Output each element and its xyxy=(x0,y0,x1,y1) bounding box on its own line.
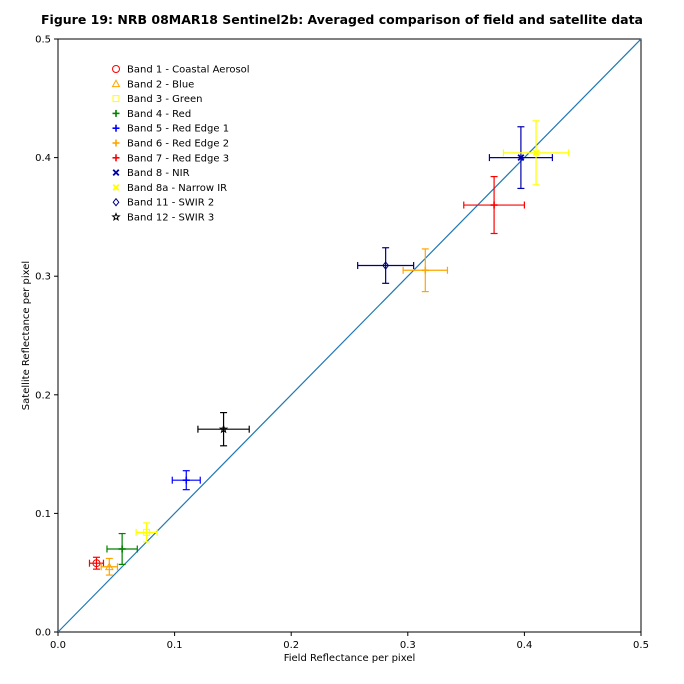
data-point-band-9 xyxy=(502,120,570,186)
chart-title: Figure 19: NRB 08MAR18 Sentinel2b: Avera… xyxy=(41,12,643,27)
x-tick-label: 0.4 xyxy=(516,640,532,651)
legend-item-band-10: Band 11 - SWIR 2 xyxy=(112,197,214,209)
y-tick-label: 0.5 xyxy=(35,35,51,46)
legend-label: Band 3 - Green xyxy=(127,94,202,105)
legend-item-band-2: Band 2 - Blue xyxy=(111,79,194,90)
legend-marker-circle-icon xyxy=(112,65,120,73)
x-axis-ticks: 0.0 0.1 0.2 0.3 0.4 0.5 xyxy=(50,632,649,651)
legend-item-band-4: Band 4 - Red xyxy=(112,109,191,120)
y-tick-label: 0.1 xyxy=(35,509,51,520)
x-tick-label: 0.0 xyxy=(50,640,66,651)
data-point-band-4 xyxy=(106,532,138,565)
legend-marker-plus-icon xyxy=(112,124,120,132)
legend-label: Band 6 - Red Edge 2 xyxy=(127,139,229,150)
legend-label: Band 8 - NIR xyxy=(127,168,190,179)
data-point-band-10 xyxy=(357,247,415,284)
legend-item-band-9: Band 8a - Narrow IR xyxy=(112,183,227,194)
legend-item-band-11: Band 12 - SWIR 3 xyxy=(111,212,214,224)
y-axis-label: Satellite Reflectance per pixel xyxy=(21,261,32,410)
legend-item-band-8: Band 8 - NIR xyxy=(112,168,190,179)
legend-marker-triangle-icon xyxy=(111,79,121,88)
legend: Band 1 - Coastal Aerosol Band 2 - Blue Ban… xyxy=(111,65,250,224)
data-point-band-7 xyxy=(463,175,526,235)
data-point-band-8 xyxy=(488,126,553,190)
reference-line-layer xyxy=(57,38,642,633)
legend-marker-x-icon xyxy=(112,169,120,177)
legend-label: Band 4 - Red xyxy=(127,109,191,120)
legend-item-band-1: Band 1 - Coastal Aerosol xyxy=(112,65,250,76)
y-axis-ticks: 0.0 0.1 0.2 0.3 0.4 0.5 xyxy=(35,35,58,639)
legend-label: Band 11 - SWIR 2 xyxy=(127,198,214,209)
legend-marker-x-icon xyxy=(112,183,120,191)
x-tick-label: 0.1 xyxy=(167,640,183,651)
legend-item-band-7: Band 7 - Red Edge 3 xyxy=(112,153,229,164)
data-point-band-6 xyxy=(402,248,449,293)
x-tick-label: 0.2 xyxy=(283,640,299,651)
legend-label: Band 8a - Narrow IR xyxy=(127,183,227,194)
y-tick-label: 0.3 xyxy=(35,272,51,283)
data-point-band-1 xyxy=(88,556,105,570)
legend-item-band-5: Band 5 - Red Edge 1 xyxy=(112,124,229,135)
legend-marker-star-icon xyxy=(111,212,121,221)
data-point-band-2 xyxy=(100,557,119,576)
legend-marker-square-icon xyxy=(112,95,120,103)
data-points-layer xyxy=(88,120,570,576)
y-tick-label: 0.4 xyxy=(35,153,51,164)
reference-line xyxy=(57,38,642,633)
x-tick-label: 0.3 xyxy=(400,640,416,651)
legend-label: Band 2 - Blue xyxy=(127,79,194,90)
data-point-band-3 xyxy=(135,522,158,543)
legend-marker-plus-icon xyxy=(112,109,120,117)
legend-label: Band 7 - Red Edge 3 xyxy=(127,153,229,164)
legend-label: Band 12 - SWIR 3 xyxy=(127,213,214,224)
legend-marker-diamond-icon xyxy=(112,197,120,207)
legend-marker-plus-icon xyxy=(112,154,120,162)
legend-label: Band 1 - Coastal Aerosol xyxy=(127,65,250,76)
legend-item-band-6: Band 6 - Red Edge 2 xyxy=(112,139,229,150)
data-point-band-5 xyxy=(171,470,201,491)
legend-marker-plus-icon xyxy=(112,139,120,147)
x-axis-label: Field Reflectance per pixel xyxy=(284,653,416,664)
legend-item-band-3: Band 3 - Green xyxy=(112,94,202,105)
data-point-band-11 xyxy=(197,411,250,447)
y-tick-label: 0.2 xyxy=(35,390,51,401)
x-tick-label: 0.5 xyxy=(633,640,649,651)
y-tick-label: 0.0 xyxy=(35,628,51,639)
legend-label: Band 5 - Red Edge 1 xyxy=(127,124,229,135)
